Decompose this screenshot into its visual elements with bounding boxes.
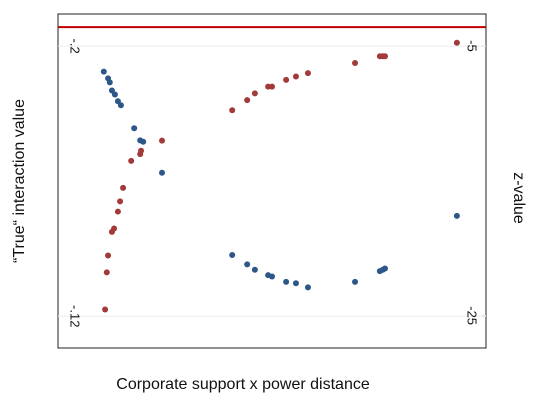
point — [304, 284, 311, 291]
point — [140, 138, 147, 145]
point — [128, 157, 135, 164]
point — [251, 90, 258, 97]
point — [117, 102, 124, 109]
point — [131, 125, 138, 132]
point — [106, 79, 113, 86]
point — [111, 225, 118, 232]
point — [352, 59, 359, 66]
point — [244, 97, 251, 104]
y2-axis-title: z-value — [510, 172, 527, 224]
point — [381, 53, 388, 60]
y-axis-title: “True“ interaction value — [11, 99, 28, 263]
point — [251, 266, 258, 273]
point — [103, 269, 110, 276]
point — [102, 306, 109, 313]
point — [269, 83, 275, 90]
point — [304, 70, 311, 77]
point — [244, 261, 251, 268]
y2-tick-label: -5 — [465, 40, 480, 52]
x-axis-title: Corporate support x power distance — [116, 376, 370, 393]
point — [283, 278, 290, 285]
point — [453, 39, 460, 46]
point — [229, 107, 236, 114]
point — [283, 76, 290, 83]
point — [381, 265, 388, 272]
point — [269, 273, 275, 280]
point — [453, 212, 460, 219]
point — [114, 208, 121, 215]
point — [100, 68, 107, 75]
point — [159, 137, 166, 144]
point — [159, 169, 166, 176]
y-tick-label: -.12 — [68, 305, 83, 327]
y2-tick-label: -25 — [465, 306, 480, 325]
point — [120, 184, 127, 191]
plot-frame — [57, 13, 487, 349]
point — [352, 278, 359, 285]
y-tick-label: -.2 — [68, 38, 83, 53]
point — [292, 73, 299, 80]
point — [138, 147, 145, 154]
point — [292, 280, 299, 287]
point — [117, 198, 124, 205]
point — [111, 91, 118, 98]
point — [229, 251, 236, 258]
point — [105, 252, 112, 259]
